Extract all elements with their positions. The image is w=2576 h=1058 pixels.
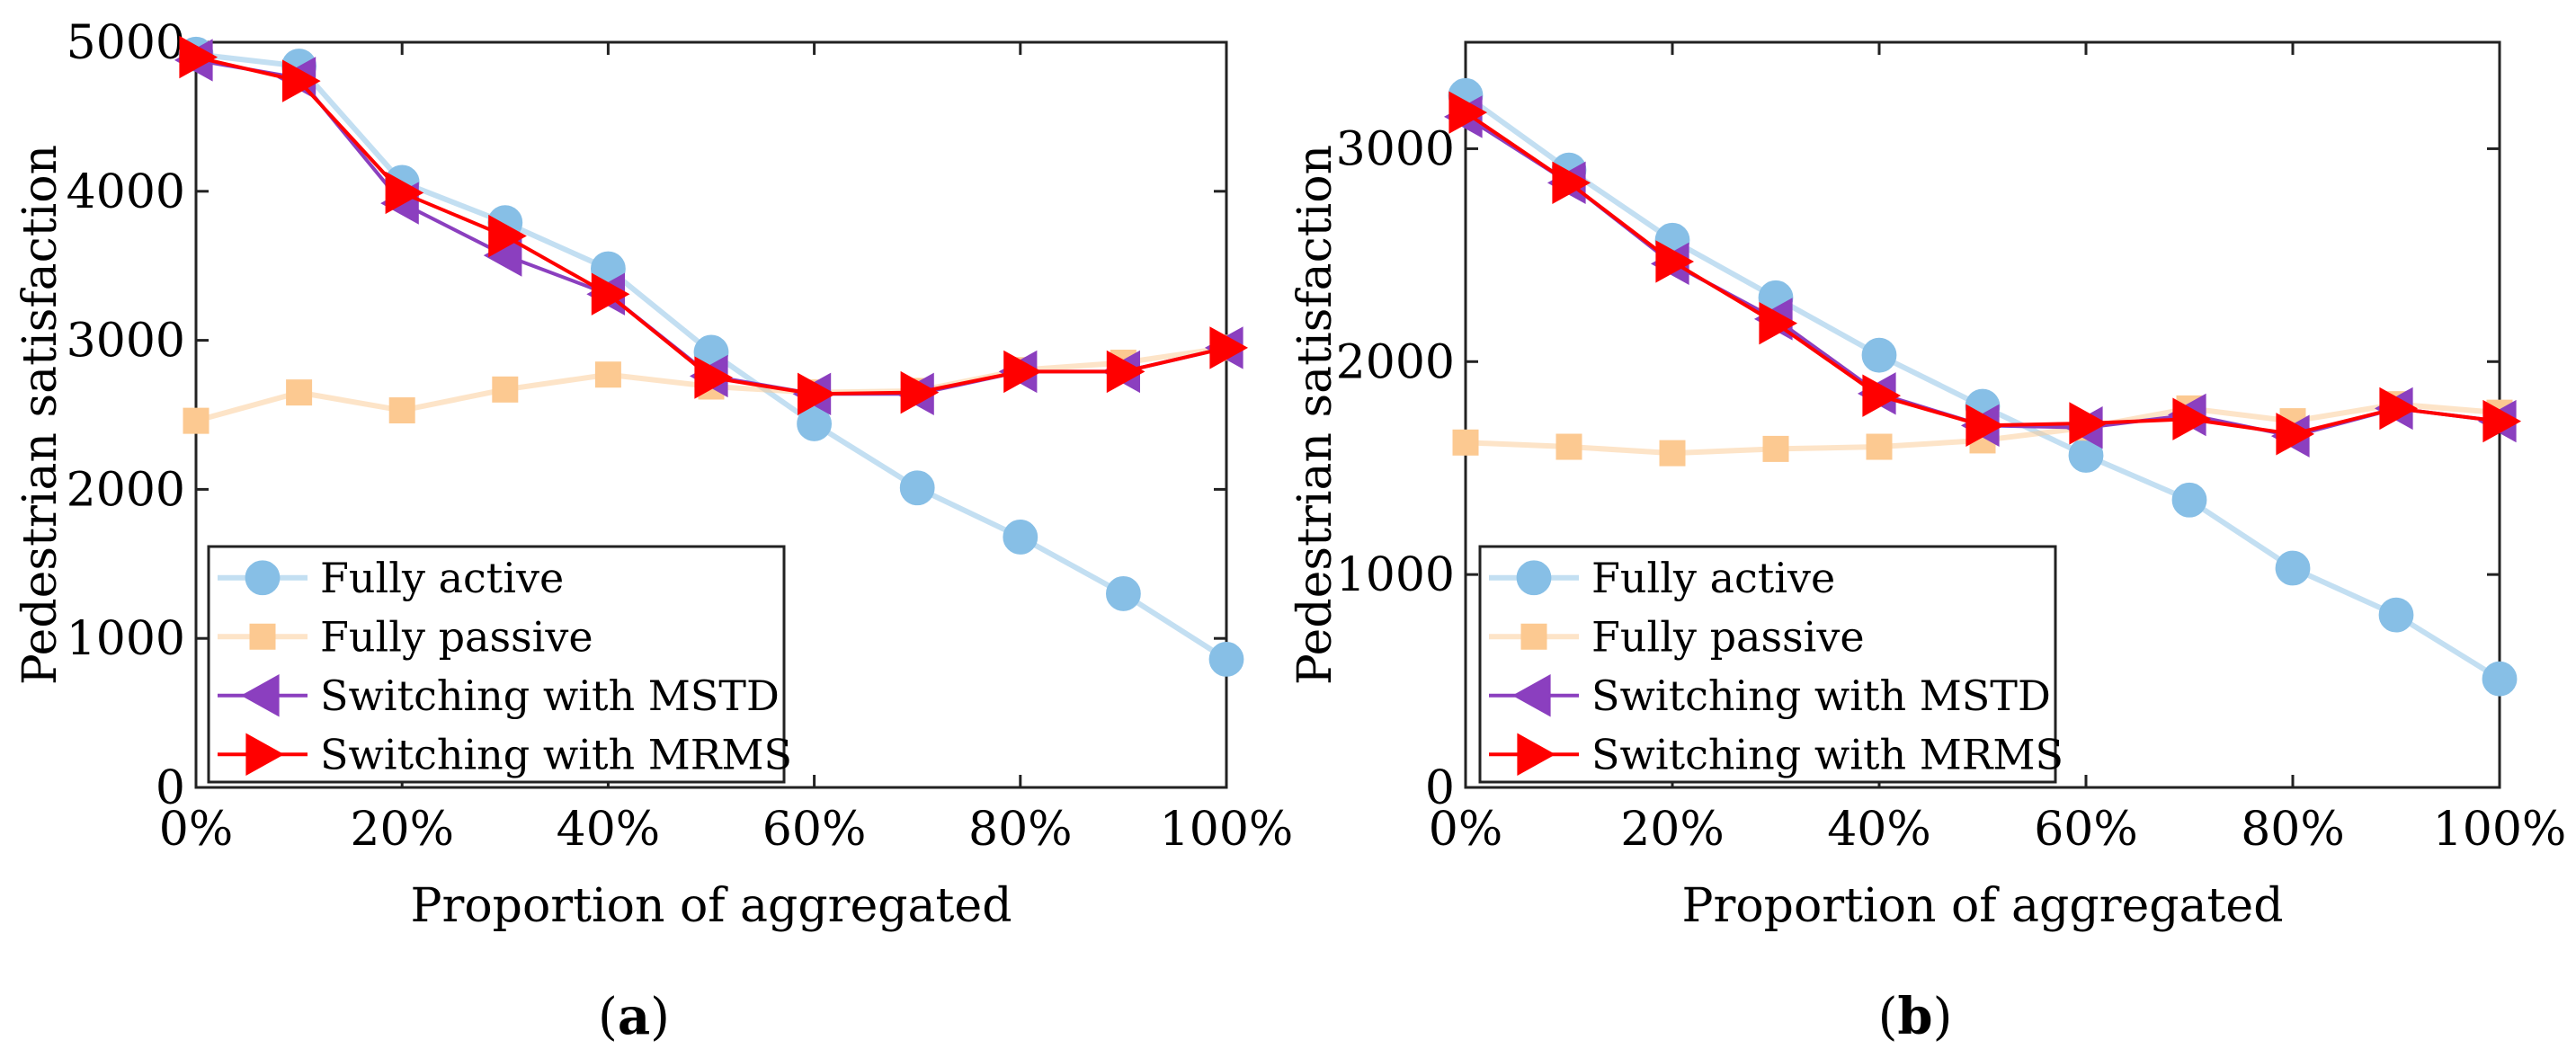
data-point bbox=[492, 376, 519, 403]
legend-marker bbox=[1516, 560, 1552, 596]
y-tick-label: 3000 bbox=[1336, 122, 1455, 176]
y-tick-label: 4000 bbox=[67, 165, 185, 219]
data-point bbox=[2482, 399, 2522, 443]
legend-label: Switching with MRMS bbox=[1591, 730, 2063, 778]
x-tick-label: 40% bbox=[557, 803, 661, 857]
legend-marker bbox=[1517, 733, 1556, 776]
data-point bbox=[900, 370, 940, 414]
panel-caption: (b) bbox=[1878, 987, 1953, 1046]
data-point bbox=[1759, 301, 1798, 345]
data-point bbox=[1965, 404, 2005, 448]
legend-box bbox=[207, 545, 786, 784]
legend-box bbox=[1478, 545, 2057, 784]
x-tick-label: 80% bbox=[968, 803, 1073, 857]
y-axis-label: Pedestrian satisfaction bbox=[13, 145, 67, 685]
data-point bbox=[2069, 402, 2108, 445]
data-point bbox=[1003, 520, 1038, 555]
data-point bbox=[1862, 374, 1902, 417]
legend: Fully active Fully passive Switching with … bbox=[207, 545, 792, 784]
data-point bbox=[1861, 337, 1897, 373]
data-point bbox=[1452, 429, 1479, 456]
y-tick-label: 0 bbox=[1425, 761, 1455, 815]
y-tick-label: 3000 bbox=[67, 315, 185, 369]
data-point bbox=[2378, 597, 2414, 633]
x-tick-label: 40% bbox=[1827, 803, 1931, 857]
data-point bbox=[1762, 435, 1789, 462]
data-point bbox=[1659, 440, 1686, 467]
panel-caption: (a) bbox=[598, 987, 670, 1046]
x-tick-label: 100% bbox=[2433, 803, 2567, 857]
data-point bbox=[694, 356, 734, 399]
data-point bbox=[385, 171, 424, 215]
y-tick-label: 1000 bbox=[67, 612, 185, 666]
legend-label: Switching with MSTD bbox=[320, 671, 780, 720]
data-point bbox=[286, 379, 313, 406]
legend-marker bbox=[1520, 623, 1547, 650]
x-axis-label: Proportion of aggregated bbox=[1682, 879, 2284, 933]
data-point bbox=[2275, 550, 2311, 586]
x-tick-label: 0% bbox=[159, 803, 234, 857]
series-line bbox=[1464, 115, 2500, 439]
y-tick-label: 1000 bbox=[1336, 548, 1455, 602]
y-tick-label: 2000 bbox=[67, 463, 185, 517]
legend-label: Fully passive bbox=[320, 612, 593, 661]
legend-label: Fully active bbox=[1591, 554, 1835, 602]
data-point bbox=[2171, 482, 2207, 518]
data-point bbox=[594, 361, 621, 388]
x-tick-label: 20% bbox=[350, 803, 454, 857]
panel-a: 0% 20% 40% 60% 80% 100% 0 1000 2000 3000 4000 5000 P… bbox=[13, 16, 1293, 1046]
data-point bbox=[388, 397, 415, 424]
legend-label: Switching with MRMS bbox=[320, 730, 792, 778]
x-tick-label: 0% bbox=[1429, 803, 1503, 857]
data-point bbox=[1552, 161, 1591, 205]
series-line bbox=[1464, 111, 2500, 436]
data-point bbox=[282, 59, 321, 102]
data-point bbox=[488, 214, 527, 258]
x-tick-label: 100% bbox=[1160, 803, 1294, 857]
y-tick-label: 0 bbox=[156, 761, 185, 815]
data-point bbox=[1866, 433, 1893, 460]
data-point bbox=[1106, 350, 1145, 394]
data-point bbox=[1655, 240, 1695, 283]
series-switching-with-mrms bbox=[1448, 91, 2522, 456]
legend-marker bbox=[245, 733, 285, 776]
data-point bbox=[2482, 661, 2518, 697]
panel-b: 0% 20% 40% 60% 80% 100% 0 1000 2000 3000 Proportio… bbox=[1288, 40, 2567, 1046]
x-axis-label: Proportion of aggregated bbox=[411, 879, 1012, 933]
data-point bbox=[2276, 413, 2315, 456]
data-point bbox=[2379, 387, 2419, 431]
data-point bbox=[179, 35, 218, 79]
legend-label: Switching with MSTD bbox=[1591, 671, 2051, 720]
data-point bbox=[899, 470, 935, 506]
data-point bbox=[797, 406, 832, 441]
data-point bbox=[591, 272, 630, 316]
data-point bbox=[1003, 350, 1042, 394]
data-point bbox=[1448, 91, 1488, 134]
data-point bbox=[1555, 433, 1582, 460]
x-tick-label: 60% bbox=[762, 803, 867, 857]
legend: Fully active Fully passive Switching with … bbox=[1478, 545, 2063, 784]
data-point bbox=[2172, 397, 2212, 440]
x-tick-label: 20% bbox=[1620, 803, 1725, 857]
y-tick-label: 2000 bbox=[1336, 335, 1455, 389]
data-point bbox=[798, 372, 836, 415]
legend-marker bbox=[1511, 674, 1551, 717]
y-axis-label: Pedestrian satisfaction bbox=[1288, 145, 1342, 685]
legend-marker bbox=[240, 674, 280, 717]
x-tick-label: 80% bbox=[2241, 803, 2345, 857]
legend-marker bbox=[249, 623, 276, 650]
legend-label: Fully active bbox=[320, 554, 564, 602]
data-point bbox=[1208, 642, 1244, 677]
legend-label: Fully passive bbox=[1591, 612, 1865, 661]
series-switching-with-mrms bbox=[179, 35, 1249, 415]
y-tick-label: 5000 bbox=[67, 16, 185, 70]
legend-marker bbox=[245, 560, 281, 596]
data-point bbox=[1209, 326, 1249, 369]
data-point bbox=[1106, 576, 1141, 611]
data-point bbox=[183, 407, 209, 434]
x-tick-label: 60% bbox=[2034, 803, 2138, 857]
